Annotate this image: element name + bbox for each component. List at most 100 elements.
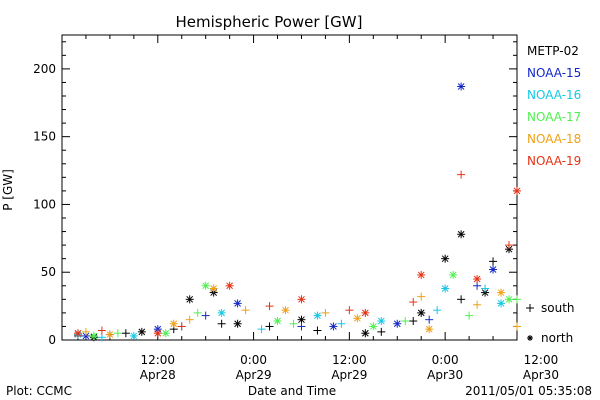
data-point-noaa-15-north — [329, 322, 338, 331]
data-point-metp-02-north — [417, 308, 426, 317]
legend-north-symbol-d2 — [527, 335, 533, 341]
data-point-noaa-19-north — [473, 275, 482, 283]
axes: 05010015020012:00Apr280:00Apr2912:00Apr2… — [33, 34, 559, 382]
y-axis-label: P [GW] — [1, 169, 15, 211]
data-point-noaa-18-north-d2 — [282, 306, 289, 314]
data-point-noaa-19-north — [361, 308, 370, 317]
data-point-metp-02-north-d2 — [481, 289, 489, 296]
data-point-noaa-18-south — [473, 300, 482, 309]
data-point-noaa-19-south — [97, 326, 106, 335]
data-point-metp-02-north-d2 — [457, 230, 465, 238]
data-point-noaa-15-north-d2 — [234, 300, 241, 307]
data-point-metp-02-north-d2 — [417, 309, 425, 317]
data-point-noaa-18-north — [281, 306, 290, 315]
data-point-noaa-16-north-d2 — [130, 332, 138, 340]
data-point-noaa-18-south — [81, 327, 90, 336]
data-point-noaa-17-north-d2 — [202, 282, 210, 290]
data-point-noaa-19-north-d2 — [74, 329, 82, 337]
data-point-noaa-17-north-d2 — [90, 332, 98, 340]
legend-north-symbol — [527, 335, 533, 341]
legend-entry-noaa-18: NOAA-18 — [527, 132, 581, 146]
data-point-metp-02-south — [377, 327, 386, 336]
data-point-noaa-17-north-d2 — [505, 295, 513, 303]
data-point-noaa-17-south — [193, 308, 202, 317]
data-point-noaa-18-south — [321, 308, 330, 317]
data-point-metp-02-south — [489, 257, 498, 266]
data-point-noaa-18-north — [497, 288, 506, 297]
x-axis-label: Date and Time — [248, 384, 336, 398]
data-point-metp-02-south — [409, 317, 418, 326]
data-point-noaa-19-south — [177, 322, 186, 331]
x-tick-label-date: Apr30 — [427, 368, 463, 382]
legend-entry-noaa-16: NOAA-16 — [527, 88, 581, 102]
data-point-noaa-15-south — [201, 311, 210, 320]
data-point-noaa-19-north — [73, 329, 82, 338]
data-point-noaa-16-north-d2 — [314, 312, 321, 319]
data-point-noaa-16-south — [481, 284, 490, 293]
data-point-noaa-16-north — [497, 299, 506, 308]
legend-entry-noaa-15: NOAA-15 — [527, 66, 581, 80]
data-point-noaa-17-north-d2 — [162, 329, 170, 337]
x-tick-label-time: 0:00 — [240, 353, 267, 367]
legend-south-label: south — [541, 301, 575, 315]
data-point-metp-02-north — [297, 315, 306, 324]
data-point-noaa-17-north — [273, 317, 282, 326]
data-point-noaa-18-south — [185, 315, 194, 324]
data-point-noaa-19-north-d2 — [154, 329, 162, 337]
x-tick-label-date: Apr29 — [236, 368, 272, 382]
data-point-noaa-18-north-d2 — [170, 320, 178, 328]
data-point-metp-02-north-d2 — [186, 295, 194, 303]
x-tick-label-date: Apr30 — [523, 368, 559, 382]
data-point-noaa-18-north-d2 — [425, 325, 433, 333]
plot-frame — [61, 34, 518, 341]
data-point-noaa-16-south — [337, 319, 346, 328]
data-point-noaa-17-north — [201, 281, 210, 290]
y-tick-label: 100 — [33, 197, 56, 211]
legend-entry-noaa-17: NOAA-17 — [527, 110, 581, 124]
data-point-metp-02-south — [457, 295, 466, 304]
data-point-noaa-17-south — [401, 317, 410, 326]
x-tick-label-time: 0:00 — [432, 353, 459, 367]
data-point-metp-02-north-d2 — [361, 329, 369, 337]
legend-entry-metp-02: METP-02 — [527, 44, 579, 58]
data-point-noaa-15-north-d2 — [330, 323, 337, 330]
data-point-noaa-15-north — [233, 299, 242, 308]
data-point-noaa-16-north-d2 — [377, 317, 385, 325]
x-tick-label-time: 12:00 — [332, 353, 367, 367]
data-point-noaa-19-north-d2 — [298, 295, 305, 303]
data-point-noaa-19-south — [345, 306, 354, 315]
data-point-noaa-19-north-d2 — [361, 309, 369, 317]
chart-title: Hemispheric Power [GW] — [176, 13, 363, 31]
data-point-noaa-15-north — [393, 319, 402, 328]
plot-credit: Plot: CCMC — [6, 384, 72, 398]
plot-timestamp: 2011/05/01 05:35:08 — [465, 384, 592, 398]
data-point-noaa-18-north — [209, 284, 218, 293]
data-point-noaa-19-north-d2 — [473, 275, 481, 283]
legend-south-symbol — [526, 304, 534, 312]
data-point-noaa-19-south — [505, 241, 514, 250]
data-point-noaa-17-north — [161, 329, 170, 338]
data-point-noaa-16-north — [129, 331, 138, 340]
data-point-noaa-16-north-d2 — [218, 309, 226, 317]
data-point-metp-02-north — [457, 230, 466, 239]
y-tick-label: 150 — [33, 130, 56, 144]
data-point-noaa-15-north-d2 — [82, 332, 90, 340]
data-point-metp-02-north-d2 — [138, 328, 146, 336]
data-point-metp-02-north-d2 — [441, 255, 449, 263]
data-point-noaa-18-south — [417, 292, 426, 301]
data-point-noaa-19-north-d2 — [226, 282, 233, 290]
data-point-metp-02-south — [265, 322, 274, 331]
data-point-noaa-18-south — [513, 322, 521, 331]
data-point-noaa-18-north-d2 — [106, 331, 114, 338]
data-point-noaa-18-north — [353, 314, 362, 323]
data-point-metp-02-north — [361, 329, 370, 338]
data-point-noaa-16-north-d2 — [441, 285, 449, 292]
data-point-noaa-19-north — [225, 281, 234, 290]
x-tick-label-time: 12:00 — [524, 353, 559, 367]
data-point-noaa-17-south — [465, 311, 474, 320]
data-point-metp-02-south — [313, 326, 322, 335]
data-point-noaa-18-north — [169, 319, 178, 328]
data-point-noaa-16-north — [441, 284, 450, 293]
